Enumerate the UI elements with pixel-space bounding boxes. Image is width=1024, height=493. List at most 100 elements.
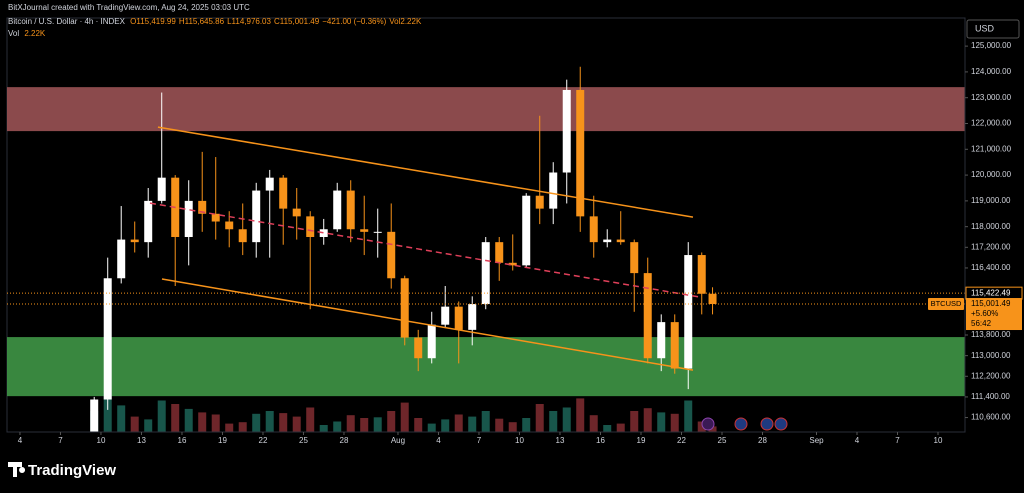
volume-bar — [670, 413, 679, 432]
candle-body — [103, 278, 112, 400]
volume-bar — [198, 412, 207, 432]
candle-body — [616, 239, 625, 243]
ohlc: O115,419.99 H115,645.86 L114,976.03 C115,00… — [130, 17, 424, 26]
candle-body — [708, 293, 717, 305]
volume-bar — [292, 416, 301, 432]
y-tick-label: 116,400.00 — [971, 263, 1011, 272]
volume-bar — [373, 417, 382, 432]
y-tick-label: 110,600.00 — [971, 413, 1011, 422]
x-tick-label: 13 — [556, 436, 565, 445]
y-tick-label: 118,000.00 — [971, 222, 1011, 231]
event-icon — [734, 417, 748, 431]
volume-value: 2.22K — [24, 29, 46, 38]
candle-body — [400, 278, 409, 338]
symbol-tag-box — [928, 298, 964, 311]
x-tick-label: 28 — [340, 436, 349, 445]
candle-body — [346, 190, 355, 230]
trend-line — [157, 126, 694, 218]
ohlc-value: C115,001.49 — [273, 17, 320, 26]
x-tick-label: 19 — [637, 436, 646, 445]
volume-bar — [360, 418, 369, 432]
volume-bar — [495, 418, 504, 432]
volume-bar — [306, 407, 315, 432]
volume-bar — [144, 419, 153, 432]
candle-body — [292, 208, 301, 217]
candle-body — [468, 304, 477, 330]
last-price-change: +5.60% — [971, 309, 998, 318]
legend-line: Bitcoin / U.S. Dollar · 4h · INDEX O115,… — [8, 17, 427, 26]
candle-body — [697, 255, 706, 294]
last-price-box — [966, 298, 1022, 331]
trend-line — [149, 202, 701, 298]
ohlc-value: −421.00 (−0.36%) — [322, 17, 387, 26]
volume-bar — [481, 411, 490, 432]
candle-body — [495, 242, 504, 263]
volume-bar — [157, 400, 166, 432]
x-tick-label: Sep — [809, 436, 824, 445]
ohlc-value: O115,419.99 — [130, 17, 176, 26]
x-tick-label: 25 — [299, 436, 308, 445]
y-tick-label: 121,000.00 — [971, 144, 1012, 153]
currency: USD — [975, 23, 995, 33]
candle-body — [562, 89, 571, 173]
volume-bar — [117, 405, 126, 432]
y-tick-label: 120,000.00 — [971, 170, 1012, 179]
candle-body — [144, 200, 153, 243]
volume-bar — [252, 413, 261, 432]
volume-bar — [576, 398, 585, 432]
y-tick-label: 113,800.00 — [971, 330, 1011, 339]
x-tick-label: 10 — [515, 436, 524, 445]
y-tick-label: 112,200.00 — [971, 371, 1011, 380]
candle-body — [589, 216, 598, 243]
event-icon — [774, 417, 788, 431]
candle-body — [279, 177, 288, 209]
volume-label: Vol — [8, 29, 20, 38]
candle-body — [265, 177, 274, 191]
event-icon — [760, 417, 774, 431]
volume-bar — [468, 416, 477, 432]
volume-legend: Vol 2.22K — [8, 29, 48, 38]
candle-body — [157, 177, 166, 201]
x-tick-label: 7 — [895, 436, 900, 445]
price-label: 115,422.49 — [971, 288, 1011, 297]
x-tick-label: 28 — [758, 436, 767, 445]
x-tick-label: Aug — [391, 436, 405, 445]
y-tick-label: 111,400.00 — [971, 392, 1010, 401]
zone — [7, 337, 965, 397]
x-tick-label: 4 — [18, 436, 23, 445]
candle-body — [576, 89, 585, 217]
volume-bar — [346, 415, 355, 432]
volume-bar — [657, 412, 666, 432]
volume-bar — [697, 421, 706, 432]
volume-bar — [333, 421, 342, 432]
trend-line — [161, 278, 694, 371]
last-price-label: 115,001.49 — [971, 299, 1011, 308]
x-tick-label: 16 — [596, 436, 605, 445]
candle-body — [522, 195, 531, 266]
volume-bar — [454, 414, 463, 432]
x-tick-label: 10 — [97, 436, 106, 445]
candle-body — [333, 190, 342, 230]
credit: BitXJournal created with TradingView.com… — [8, 3, 250, 12]
volume-bar — [279, 413, 288, 432]
axis-layer: 125,000.00 124,000.00 123,000.00 122,000.00… — [7, 18, 1023, 445]
candle-body — [238, 229, 247, 243]
candle-body — [670, 322, 679, 369]
candle-body — [319, 229, 328, 237]
candle-body — [481, 242, 490, 305]
x-tick-label: 25 — [718, 436, 727, 445]
volume-bar — [643, 408, 652, 432]
volume-bar — [684, 400, 693, 432]
ohlc-value: L114,976.03 — [227, 17, 271, 26]
x-tick-label: 16 — [178, 436, 187, 445]
candle-body — [643, 273, 652, 359]
volume-bar — [708, 426, 717, 432]
x-tick-label: 4 — [855, 436, 860, 445]
volume-bar — [535, 404, 544, 432]
plot-layer — [7, 66, 965, 432]
volume-bar — [184, 408, 193, 432]
y-tick-label: 113,000.00 — [971, 351, 1011, 360]
candle-body — [117, 239, 126, 279]
